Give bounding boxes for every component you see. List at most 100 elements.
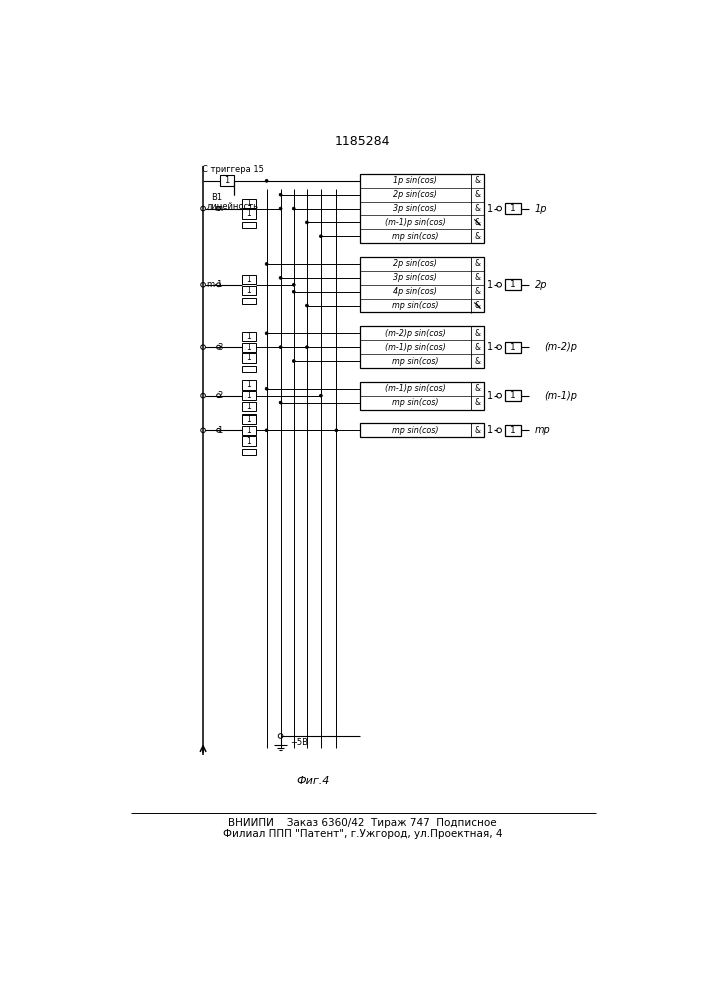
Text: 1: 1 xyxy=(247,199,251,208)
Text: 1: 1 xyxy=(486,280,493,290)
Bar xyxy=(506,279,521,290)
Circle shape xyxy=(265,179,268,182)
Bar xyxy=(360,326,484,368)
Text: mр sin(cos): mр sin(cos) xyxy=(392,232,438,241)
Circle shape xyxy=(305,346,308,349)
Text: &: & xyxy=(474,259,481,268)
Text: mр: mр xyxy=(534,425,551,435)
Text: 1: 1 xyxy=(510,280,516,289)
Text: 1185284: 1185284 xyxy=(335,135,390,148)
Circle shape xyxy=(293,290,295,293)
Circle shape xyxy=(279,207,282,210)
Text: 1: 1 xyxy=(247,343,251,352)
Text: (m-1)р sin(cos): (m-1)р sin(cos) xyxy=(385,218,446,227)
Circle shape xyxy=(305,221,308,224)
Bar xyxy=(242,199,256,208)
Bar xyxy=(506,203,521,214)
Text: 2р sin(cos): 2р sin(cos) xyxy=(394,259,438,268)
Text: &: & xyxy=(474,384,481,393)
Text: &: & xyxy=(474,232,481,241)
Text: 1: 1 xyxy=(510,391,516,400)
Bar xyxy=(360,174,484,243)
Text: Филиал ППП "Патент", г.Ужгород, ул.Проектная, 4: Филиал ППП "Патент", г.Ужгород, ул.Проек… xyxy=(223,829,503,839)
Text: Фиг.4: Фиг.4 xyxy=(296,776,329,786)
Bar xyxy=(242,391,256,400)
Text: 2: 2 xyxy=(217,391,223,400)
Text: 1: 1 xyxy=(510,204,516,213)
Circle shape xyxy=(293,360,295,362)
Text: (m-1)р sin(cos): (m-1)р sin(cos) xyxy=(385,343,446,352)
Text: (m-2)р sin(cos): (m-2)р sin(cos) xyxy=(385,329,446,338)
Circle shape xyxy=(293,283,295,286)
Text: 2р sin(cos): 2р sin(cos) xyxy=(394,190,438,199)
Circle shape xyxy=(265,332,268,335)
Text: &: & xyxy=(474,190,481,199)
Text: линейность: линейность xyxy=(207,202,259,211)
Text: 1: 1 xyxy=(225,176,230,185)
Bar xyxy=(242,286,256,295)
Text: В1: В1 xyxy=(211,192,222,202)
Bar xyxy=(242,332,256,341)
Circle shape xyxy=(279,193,282,196)
Text: +5В: +5В xyxy=(290,738,308,747)
Bar xyxy=(242,209,256,219)
Bar xyxy=(506,390,521,401)
Circle shape xyxy=(293,207,295,210)
Bar xyxy=(360,257,484,312)
Text: (m-1)р: (m-1)р xyxy=(544,391,577,401)
Text: 1: 1 xyxy=(486,425,493,435)
Text: 2р: 2р xyxy=(534,280,547,290)
Bar xyxy=(242,402,256,411)
Bar xyxy=(360,382,484,410)
Text: m: m xyxy=(214,204,223,213)
Text: 1: 1 xyxy=(247,437,251,446)
Circle shape xyxy=(265,263,268,265)
Text: 1: 1 xyxy=(247,209,251,218)
Text: 4р sin(cos): 4р sin(cos) xyxy=(394,287,438,296)
Text: &: & xyxy=(474,204,481,213)
Text: &: & xyxy=(474,273,481,282)
Text: 1: 1 xyxy=(247,391,251,400)
Text: 1: 1 xyxy=(217,426,223,435)
Bar xyxy=(242,415,256,424)
Text: m-1: m-1 xyxy=(206,280,223,289)
Text: 1: 1 xyxy=(486,342,493,352)
Circle shape xyxy=(335,429,338,432)
Text: 1: 1 xyxy=(486,204,493,214)
Circle shape xyxy=(279,346,282,349)
Bar xyxy=(242,353,256,363)
Text: mр sin(cos): mр sin(cos) xyxy=(392,357,438,366)
Text: 1: 1 xyxy=(510,343,516,352)
Text: 1: 1 xyxy=(510,426,516,435)
Text: 3: 3 xyxy=(217,343,223,352)
Text: 1: 1 xyxy=(247,275,251,284)
Text: 1р: 1р xyxy=(534,204,547,214)
Bar xyxy=(242,222,256,228)
Text: mр sin(cos): mр sin(cos) xyxy=(392,426,438,435)
Text: 1: 1 xyxy=(247,402,251,411)
Text: &: & xyxy=(474,426,481,435)
Bar xyxy=(360,423,484,437)
Bar xyxy=(242,275,256,284)
Bar xyxy=(242,298,256,304)
Text: 1: 1 xyxy=(247,286,251,295)
Text: ВНИИПИ    Заказ 6360/42  Тираж 747  Подписное: ВНИИПИ Заказ 6360/42 Тираж 747 Подписное xyxy=(228,818,497,828)
Bar xyxy=(242,366,256,372)
Bar xyxy=(242,380,256,389)
Text: &: & xyxy=(474,176,481,185)
Text: mр sin(cos): mр sin(cos) xyxy=(392,398,438,407)
Text: &: & xyxy=(474,218,481,227)
Bar xyxy=(242,449,256,455)
Bar xyxy=(242,426,256,435)
Text: (m-1)р sin(cos): (m-1)р sin(cos) xyxy=(385,384,446,393)
Text: 3р sin(cos): 3р sin(cos) xyxy=(394,204,438,213)
Bar xyxy=(242,343,256,352)
Circle shape xyxy=(305,304,308,307)
Text: 1: 1 xyxy=(247,380,251,389)
Circle shape xyxy=(320,235,322,238)
Text: (m-2)р: (m-2)р xyxy=(544,342,577,352)
Text: mр sin(cos): mр sin(cos) xyxy=(392,301,438,310)
Circle shape xyxy=(320,394,322,397)
Text: 1: 1 xyxy=(486,391,493,401)
Text: &: & xyxy=(474,357,481,366)
